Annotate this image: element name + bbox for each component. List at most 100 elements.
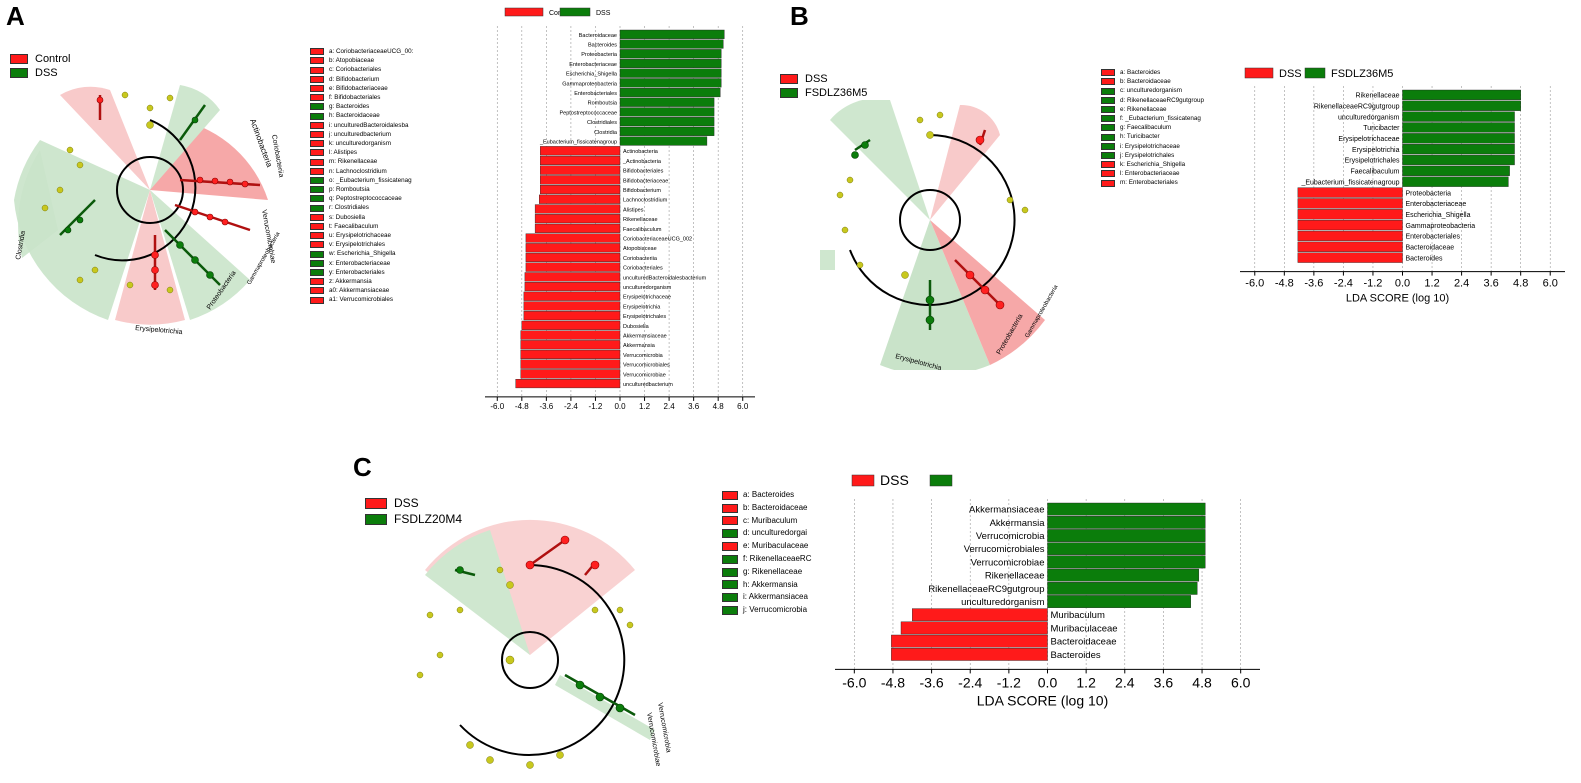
lda-a-bar-2 xyxy=(619,49,722,59)
lda-b-bar-7 xyxy=(1402,165,1510,176)
taxa-a-row-1: b: Atopobiaceae xyxy=(310,56,420,65)
lda-b-bar-label-13: Enterobacteriales xyxy=(1406,234,1461,241)
lda-c-bar-label-5: Rikenellaceae xyxy=(985,571,1045,582)
lda-a-bar-label-14: Bifidobacteriales xyxy=(623,169,664,175)
lda-a-bar-0 xyxy=(619,29,725,39)
lda-c-legend-swatch-1 xyxy=(929,474,953,487)
taxa-c-row-0: a: Bacteroides xyxy=(722,489,814,502)
lda-b-bar-label-1: RikenellaceaeRC9gutgroup xyxy=(1314,103,1400,110)
lda-b-x-tick-label-0: -6.0 xyxy=(1245,278,1264,290)
cladogram-c-label-verrucomicrobiae: Verrucomicrobiae xyxy=(645,712,661,767)
lda-a-bar-label-33: Verrucomicrobia xyxy=(623,353,664,359)
lda-b-bar-label-14: Bacteroidaceae xyxy=(1406,245,1455,252)
cladogram-a-sector-proteobacteria xyxy=(150,190,250,320)
lda-a-bar-5 xyxy=(619,78,722,88)
lda-c-bar-8 xyxy=(912,608,1048,622)
lda-a-bar-label-25: unculturedBacteroidalesbacterium xyxy=(623,275,707,281)
lda-a-bar-13 xyxy=(540,155,621,166)
taxa-c-row-3: d: unculturedorgai xyxy=(722,527,814,540)
cladogram-a-inner-ring xyxy=(116,156,184,224)
lda-b-legend-label-0: DSS xyxy=(1279,68,1302,80)
lda-b-x-tick-label-9: 4.8 xyxy=(1513,278,1528,290)
lda-a-bar-label-31: Akkermansiaceae xyxy=(623,333,667,339)
taxa-a-row-8: i: unculturedBacteroidalesba xyxy=(310,121,420,130)
lda-c-bar-6 xyxy=(1047,581,1198,595)
lda-c-bar-label-11: Bacteroides xyxy=(1051,650,1101,661)
lda-a-bar-9 xyxy=(619,117,715,127)
lda-c-x-axis-label: LDA SCORE (log 10) xyxy=(977,692,1109,708)
lda-a-bar-label-6: Enterobacteriales xyxy=(574,91,617,97)
lda-a-bar-label-35: Verrucomicrobiae xyxy=(623,372,666,378)
cladogram-a: Actinobacteria Coriobacteriia Clostridia… xyxy=(14,85,284,336)
lda-c-x-tick-label-9: 4.8 xyxy=(1192,674,1212,690)
lda-c-bar-label-6: RikenellaceaeRC9gutgroup xyxy=(928,584,1044,595)
lda-b-bar-label-2: unculturedorganism xyxy=(1338,114,1400,121)
cladogram-c-outer-ring xyxy=(459,564,626,756)
lda-b-bar-15 xyxy=(1297,252,1403,263)
lda-b-bar-label-9: Proteobacteria xyxy=(1406,190,1452,197)
lda-a-bar-label-12: Actinobacteria xyxy=(623,149,659,155)
taxa-a-row-12: m: Rikenellaceae xyxy=(310,157,420,166)
lda-a-legend-swatch-1 xyxy=(559,7,591,17)
taxa-b-row-5: f: _Eubacterium_fissicatenag xyxy=(1101,114,1219,123)
lda-a-bar-10 xyxy=(619,126,715,136)
lda-a-bar-label-18: Alistipes xyxy=(623,207,644,213)
lda-a-bar-label-27: Erysipelotrichaceae xyxy=(623,295,671,301)
cladogram-c-inner-ring xyxy=(501,631,559,689)
taxa-a-row-25: z: Akkermansia xyxy=(310,277,420,286)
cladogram-c-sector-verrucomicrobia xyxy=(555,675,655,740)
lda-c-x-tick-label-1: -4.8 xyxy=(881,674,905,690)
panel-letter-a: A xyxy=(6,1,25,31)
lda-a-bar-label-32: Akkermansia xyxy=(623,343,656,349)
cladogram-b-inner-ring xyxy=(899,189,961,251)
panel-letter-c: C xyxy=(353,452,372,482)
cladogram-c-nodes xyxy=(416,566,634,769)
legend-c-fsdlz20m4-swatch xyxy=(365,513,387,525)
taxa-b-row-4: e: Rikenellaceae xyxy=(1101,105,1219,114)
lda-a-x-tick-label-1: -4.8 xyxy=(515,402,529,410)
taxa-a-row-6: g: Bacteroides xyxy=(310,102,420,111)
taxa-b-row-10: k: Escherichia_Shigella xyxy=(1101,160,1219,169)
taxa-a-row-0: a: CoriobacteriaceaeUCG_00: xyxy=(310,47,420,56)
lda-c-x-tick-label-7: 2.4 xyxy=(1115,674,1135,690)
taxa-c-row-9: j: Verrucomicrobia xyxy=(722,604,814,617)
lda-b-bar-10 xyxy=(1297,198,1403,209)
lda-b-bar-1 xyxy=(1402,100,1521,111)
cladogram-a-label-actinobacteria: Actinobacteria xyxy=(248,118,274,169)
cladogram-a-taxa-legend: a: CoriobacteriaceaeUCG_00: b: Atopobiac… xyxy=(310,47,420,305)
lda-a-x-tick-label-4: -1.2 xyxy=(589,402,603,410)
lda-a-bar-label-28: Erysipelotrichia xyxy=(623,304,661,310)
lda-b-bar-label-10: Enterobacteriaceae xyxy=(1406,201,1467,208)
taxa-c-row-4: e: Muribaculaceae xyxy=(722,540,814,553)
lda-b-x-tick-label-5: 0.0 xyxy=(1395,278,1410,290)
lda-a-bar-24 xyxy=(525,262,621,272)
taxa-b-row-1: b: Bacteroidaceae xyxy=(1101,77,1219,86)
lda-b-legend-swatch-0 xyxy=(1244,67,1274,79)
lda-c-bar-2 xyxy=(1047,529,1206,542)
cladogram-a-label-coriobacteriia: Coriobacteriia xyxy=(270,134,284,178)
legend-a-dss-label: DSS xyxy=(35,67,58,79)
cladogram-a-label-erysipelotrichia: Erysipelotrichia xyxy=(135,325,183,336)
lda-b-x-tick-label-1: -4.8 xyxy=(1275,278,1294,290)
taxa-a-row-2: c: Coriobacteriales xyxy=(310,65,420,74)
legend-b-dss-swatch xyxy=(780,74,798,84)
taxa-a-row-9: j: unculturedbacterium xyxy=(310,130,420,139)
cladogram-b-red-nodes xyxy=(965,135,1005,310)
cladogram-b-sector-red-top xyxy=(930,104,1000,220)
taxa-a-row-23: x: Enterobacteriaceae xyxy=(310,259,420,268)
lda-a-x-tick-label-5: 0.0 xyxy=(614,402,626,410)
lda-a-bar-label-10: Clostridia xyxy=(594,130,618,136)
legend-c-fsdlz20m4-label: FSDLZ20M4 xyxy=(394,512,463,526)
cladogram-b-nodes xyxy=(836,111,1029,279)
lda-a-bar-14 xyxy=(540,165,621,175)
lda-a-bar-label-8: Peptostreptococcaceae xyxy=(560,110,617,116)
lda-c-bar-label-9: Muribaculaceae xyxy=(1051,623,1118,634)
lda-a-x-tick-label-3: -2.4 xyxy=(564,402,578,410)
lda-a-bar-label-3: Enterobacteriaceae xyxy=(569,62,617,68)
lda-a-bar-17 xyxy=(539,194,621,204)
taxa-a-row-5: f: Bifidobacteriales xyxy=(310,93,420,102)
taxa-c-row-7: h: Akkermansia xyxy=(722,579,814,592)
lda-a-bar-3 xyxy=(619,58,722,68)
lda-a-x-tick-label-7: 2.4 xyxy=(664,402,676,410)
taxa-b-row-7: h: Turicibacter xyxy=(1101,132,1219,141)
